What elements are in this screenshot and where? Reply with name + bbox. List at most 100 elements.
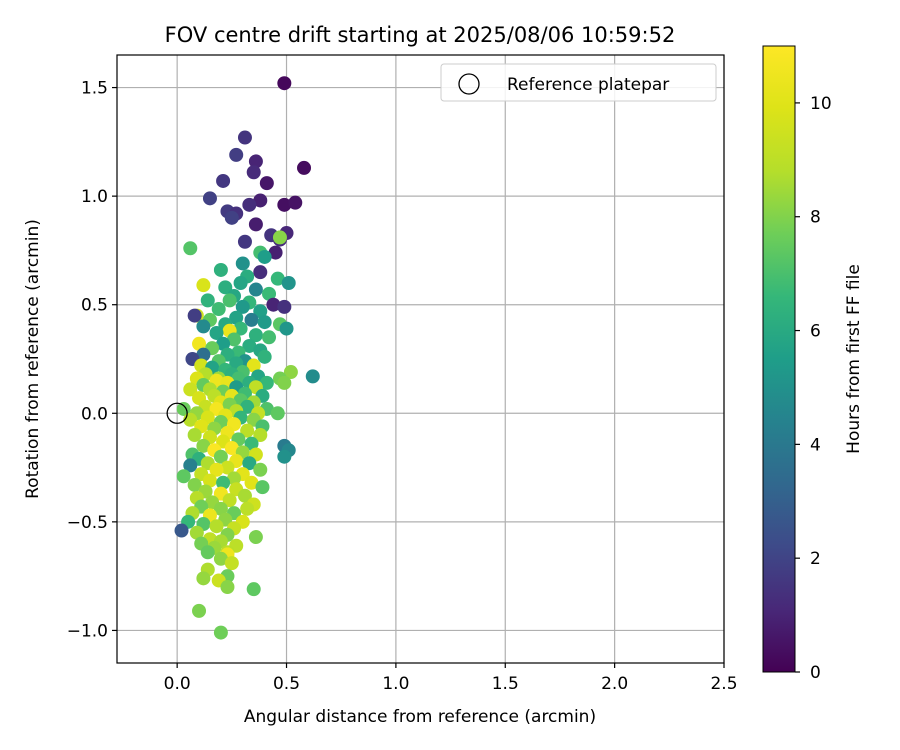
colorbar: 0 2 4 6 8 10 Hours from first FF file <box>762 45 864 683</box>
data-point <box>216 173 231 188</box>
data-point <box>220 460 235 475</box>
data-point <box>257 315 272 330</box>
data-point <box>222 493 237 508</box>
data-point <box>248 328 263 343</box>
data-point <box>259 375 274 390</box>
colorbar-label: Hours from first FF file <box>844 264 864 454</box>
data-point <box>187 308 202 323</box>
data-point <box>248 282 263 297</box>
data-point <box>237 488 252 503</box>
data-point <box>277 375 292 390</box>
reference-platepar-marker <box>166 402 188 424</box>
colorbar-tick-label: 6 <box>810 322 821 342</box>
data-point <box>229 310 244 325</box>
data-point <box>227 471 242 486</box>
data-point <box>213 501 228 516</box>
data-point <box>240 399 255 414</box>
data-point <box>237 234 252 249</box>
colorbar-ticks: 0 2 4 6 8 10 <box>795 94 832 683</box>
data-point <box>176 469 191 484</box>
data-point <box>216 336 231 351</box>
data-point <box>277 299 292 314</box>
data-point <box>244 436 259 451</box>
reference-marker <box>166 402 188 424</box>
data-point <box>216 475 231 490</box>
data-point <box>253 265 268 280</box>
data-point <box>244 475 259 490</box>
data-point <box>277 76 292 91</box>
data-point <box>196 438 211 453</box>
data-point <box>209 325 224 340</box>
data-point <box>283 365 298 380</box>
data-point <box>187 477 202 492</box>
data-point <box>189 525 204 540</box>
data-point <box>242 338 257 353</box>
data-point <box>297 160 312 175</box>
y-tick-label: −1.0 <box>67 621 108 641</box>
data-point <box>211 302 226 317</box>
data-point <box>224 556 239 571</box>
colorbar-tick-label: 10 <box>810 94 832 114</box>
y-axis-ticks: −1.0 −0.5 0.0 0.5 1.0 1.5 <box>67 79 117 641</box>
y-tick-label: −0.5 <box>67 513 108 533</box>
data-point <box>220 580 235 594</box>
data-point <box>196 571 211 586</box>
data-point <box>209 462 224 477</box>
colorbar-tick-label: 0 <box>810 663 821 683</box>
colorbar-tick-label: 8 <box>810 208 821 228</box>
y-tick-label: 0.0 <box>81 404 108 424</box>
x-axis-ticks: 0.0 0.5 1.0 1.5 2.0 2.5 <box>164 663 738 694</box>
data-point <box>270 406 285 421</box>
data-point <box>229 147 244 162</box>
y-tick-label: 1.5 <box>81 79 108 99</box>
data-point <box>246 358 261 373</box>
plot-frame <box>116 54 725 664</box>
data-point <box>224 441 239 456</box>
data-point <box>259 176 274 191</box>
data-point <box>277 449 292 464</box>
data-point <box>253 462 268 477</box>
data-point <box>281 276 296 290</box>
data-point <box>227 332 242 347</box>
data-point <box>213 262 228 277</box>
y-axis-label: Rotation from reference (arcmin) <box>23 219 43 499</box>
chart-title: FOV centre drift starting at 2025/08/06 … <box>165 23 676 47</box>
x-axis-label: Angular distance from reference (arcmin) <box>244 707 596 727</box>
data-point <box>222 293 237 308</box>
data-point <box>305 369 320 384</box>
legend-entry-label: Reference platepar <box>507 75 669 95</box>
data-point <box>187 428 202 442</box>
x-tick-label: 2.0 <box>601 674 628 694</box>
data-point <box>213 449 228 464</box>
data-point <box>183 241 198 256</box>
data-point <box>270 271 285 286</box>
data-point <box>257 249 272 264</box>
data-point <box>233 276 248 290</box>
data-point <box>218 280 233 295</box>
data-point <box>277 197 292 212</box>
data-point <box>235 256 250 271</box>
x-tick-label: 0.5 <box>273 674 300 694</box>
data-point <box>202 473 217 488</box>
legend-box <box>440 63 717 102</box>
data-point <box>224 210 239 225</box>
data-point <box>248 217 263 232</box>
x-tick-label: 2.5 <box>710 674 737 694</box>
data-point <box>209 519 224 534</box>
x-tick-label: 0.0 <box>164 674 191 694</box>
data-point <box>196 319 211 334</box>
legend-open-circle-marker <box>458 73 480 95</box>
x-tick-label: 1.0 <box>382 674 409 694</box>
data-point <box>200 293 215 308</box>
data-point <box>248 154 263 169</box>
data-point <box>192 603 207 618</box>
data-point <box>262 286 277 301</box>
data-point <box>192 336 207 351</box>
data-point <box>242 197 257 212</box>
data-point <box>235 299 250 314</box>
data-points <box>174 76 320 640</box>
data-point <box>237 130 252 145</box>
data-point <box>213 551 228 566</box>
y-tick-label: 1.0 <box>81 187 108 207</box>
